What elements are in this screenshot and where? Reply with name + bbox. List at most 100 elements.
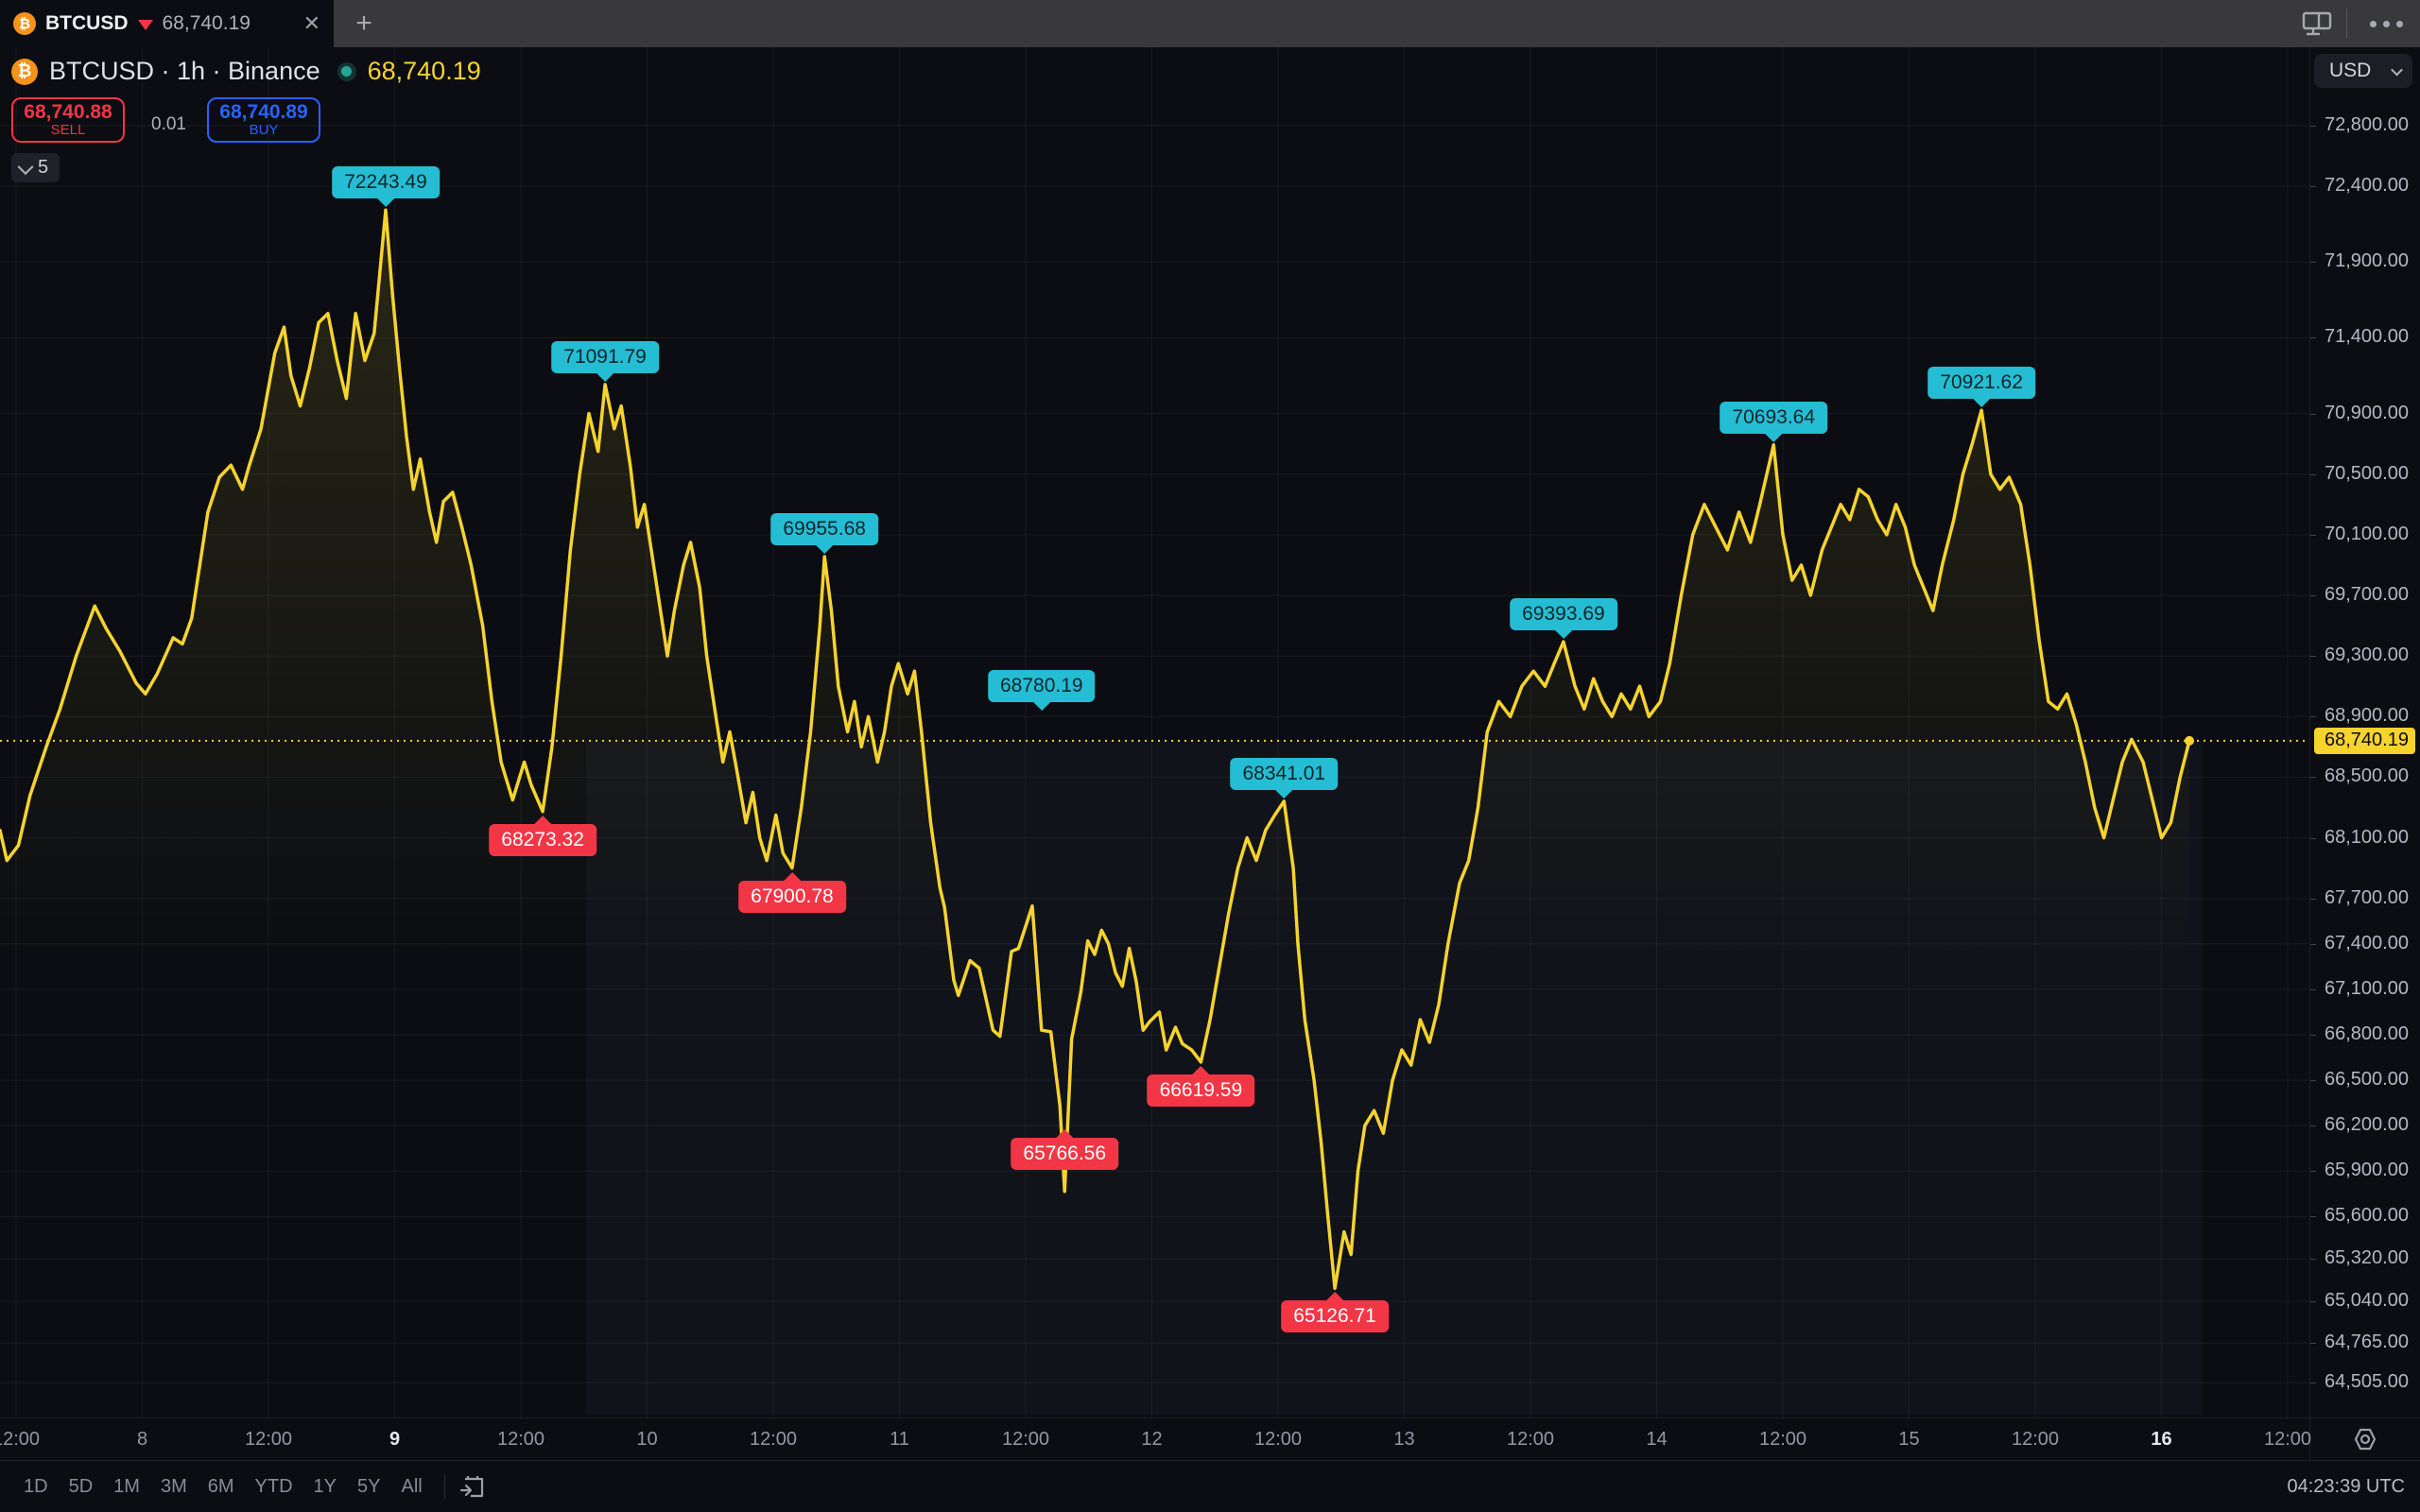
clock-timezone[interactable]: 04:23:39 UTC — [2287, 1475, 2405, 1497]
currency-selector[interactable]: USD — [2314, 54, 2412, 88]
price-tick — [2310, 1301, 2316, 1303]
buy-price: 68,740.89 — [219, 101, 308, 124]
goto-date-button[interactable] — [458, 1472, 487, 1501]
range-button-5d[interactable]: 5D — [59, 1471, 104, 1503]
spread-value: 0.01 — [151, 114, 186, 134]
tradingview-logo-text: TradingView — [89, 1417, 263, 1418]
sell-button[interactable]: 68,740.88 SELL — [11, 97, 125, 143]
price-axis-label: 65,320.00 — [2325, 1247, 2409, 1269]
time-axis[interactable]: 12:00 8 12:00 9 12:00 10 12:00 11 12:00 12 12:00 13… — [0, 1418, 2311, 1460]
price-axis-label: 71,900.00 — [2325, 250, 2409, 272]
price-axis-label: 71,400.00 — [2325, 326, 2409, 348]
price-tick — [2310, 337, 2316, 339]
low-price-label: 65126.71 — [1281, 1300, 1389, 1333]
price-axis-label: 68,900.00 — [2325, 705, 2409, 727]
price-tick — [2310, 186, 2316, 188]
tradingview-logo[interactable]: TradingView — [23, 1416, 263, 1418]
bitcoin-icon: ₿ — [11, 58, 38, 85]
price-axis-label: 67,400.00 — [2325, 932, 2409, 954]
chart-header: ₿ BTCUSD · 1h · Binance 68,740.19 68,740… — [11, 57, 481, 182]
price-axis-label: 65,900.00 — [2325, 1160, 2409, 1181]
indicators-collapse-chip[interactable]: 5 — [11, 153, 60, 182]
more-menu-icon[interactable] — [2360, 20, 2412, 27]
price-tick — [2310, 534, 2316, 536]
high-price-label: 70921.62 — [1927, 367, 2035, 400]
axis-settings-corner[interactable] — [2309, 1418, 2420, 1460]
price-tick — [2310, 837, 2316, 839]
current-price-tag: 68,740.19 — [2314, 727, 2415, 754]
time-axis-label: 12:00 — [749, 1429, 798, 1450]
price-axis-label: 67,700.00 — [2325, 886, 2409, 908]
price-tick — [2310, 413, 2316, 415]
time-axis-label: 12:00 — [1758, 1429, 1807, 1450]
low-price-label: 65766.56 — [1011, 1138, 1119, 1171]
price-axis-label: 70,900.00 — [2325, 402, 2409, 423]
price-axis-label: 68,500.00 — [2325, 765, 2409, 787]
price-axis-label: 69,700.00 — [2325, 584, 2409, 606]
price-tick — [2310, 898, 2316, 900]
price-axis-label: 69,300.00 — [2325, 644, 2409, 666]
tradingview-mark-icon — [23, 1416, 78, 1418]
bottom-toolbar: 1D 5D 1M 3M 6M YTD 1Y 5Y All 04:23:39 UTC — [0, 1460, 2420, 1512]
indicator-count: 5 — [38, 157, 49, 178]
chart-pane[interactable]: 72243.49 71091.79 69955.68 68780.19 68341.01… — [0, 47, 2309, 1418]
price-axis-label: 72,400.00 — [2325, 175, 2409, 197]
tab-btcusd[interactable]: ₿ BTCUSD 68,740.19 ✕ — [0, 0, 334, 47]
time-axis-label: 12 — [1141, 1429, 1163, 1450]
tab-bar-actions — [2301, 0, 2412, 47]
market-status-icon[interactable] — [337, 61, 356, 81]
range-button-all[interactable]: All — [390, 1471, 432, 1503]
tab-bar: ₿ BTCUSD 68,740.19 ✕ + — [0, 0, 2420, 47]
price-axis-label: 64,505.00 — [2325, 1371, 2409, 1392]
high-price-label: 69955.68 — [770, 513, 878, 546]
price-axis-label: 64,765.00 — [2325, 1332, 2409, 1353]
high-price-label: 68341.01 — [1230, 757, 1339, 790]
high-price-label: 71091.79 — [551, 340, 659, 373]
layout-windows-icon[interactable] — [2301, 9, 2333, 39]
time-axis-label: 12:00 — [2011, 1429, 2060, 1450]
price-down-icon — [137, 19, 153, 30]
chevron-down-icon — [17, 158, 34, 175]
low-price-label: 66619.59 — [1147, 1074, 1255, 1107]
symbol-title[interactable]: BTCUSD · 1h · Binance — [49, 57, 320, 85]
new-tab-button[interactable]: + — [355, 8, 372, 39]
price-tick — [2310, 1080, 2316, 1082]
time-axis-label: 12:00 — [1253, 1429, 1303, 1450]
range-button-3m[interactable]: 3M — [150, 1471, 198, 1503]
price-tick — [2310, 1125, 2316, 1127]
range-button-1m[interactable]: 1M — [103, 1471, 150, 1503]
close-icon[interactable]: ✕ — [302, 11, 320, 35]
range-button-1y[interactable]: 1Y — [303, 1471, 347, 1503]
chevron-down-icon — [2391, 63, 2403, 76]
price-tick — [2310, 1259, 2316, 1261]
price-axis-label: 68,100.00 — [2325, 826, 2409, 848]
toolbar-divider — [443, 1474, 445, 1499]
toolbar-divider — [2346, 9, 2347, 39]
time-axis-label: 12:00 — [496, 1429, 545, 1450]
last-price: 68,740.19 — [367, 57, 481, 85]
price-tick — [2310, 1216, 2316, 1218]
range-button-5y[interactable]: 5Y — [347, 1471, 390, 1503]
price-axis[interactable]: 72,800.00 72,400.00 71,900.00 71,400.00 70,9… — [2309, 47, 2420, 1418]
range-buttons: 1D 5D 1M 3M 6M YTD 1Y 5Y All — [13, 1471, 433, 1503]
time-axis-label: 9 — [389, 1429, 401, 1450]
time-axis-label: 15 — [1898, 1429, 1920, 1450]
price-tick — [2310, 1343, 2316, 1345]
buy-label: BUY — [249, 122, 279, 139]
currency-value: USD — [2329, 60, 2372, 81]
buy-button[interactable]: 68,740.89 BUY — [206, 97, 320, 143]
time-axis-label: 12:00 — [1001, 1429, 1050, 1450]
high-price-label: 72243.49 — [332, 166, 440, 199]
time-axis-label: 13 — [1393, 1429, 1415, 1450]
price-axis-label: 66,800.00 — [2325, 1023, 2409, 1045]
time-axis-label: 12:00 — [0, 1429, 41, 1450]
range-button-6m[interactable]: 6M — [198, 1471, 245, 1503]
price-tick — [2310, 716, 2316, 718]
range-button-1d[interactable]: 1D — [13, 1471, 59, 1503]
range-button-ytd[interactable]: YTD — [245, 1471, 303, 1503]
price-axis-label: 65,040.00 — [2325, 1290, 2409, 1312]
price-tick — [2310, 1171, 2316, 1173]
price-tick — [2310, 656, 2316, 658]
time-axis-label: 8 — [136, 1429, 148, 1450]
